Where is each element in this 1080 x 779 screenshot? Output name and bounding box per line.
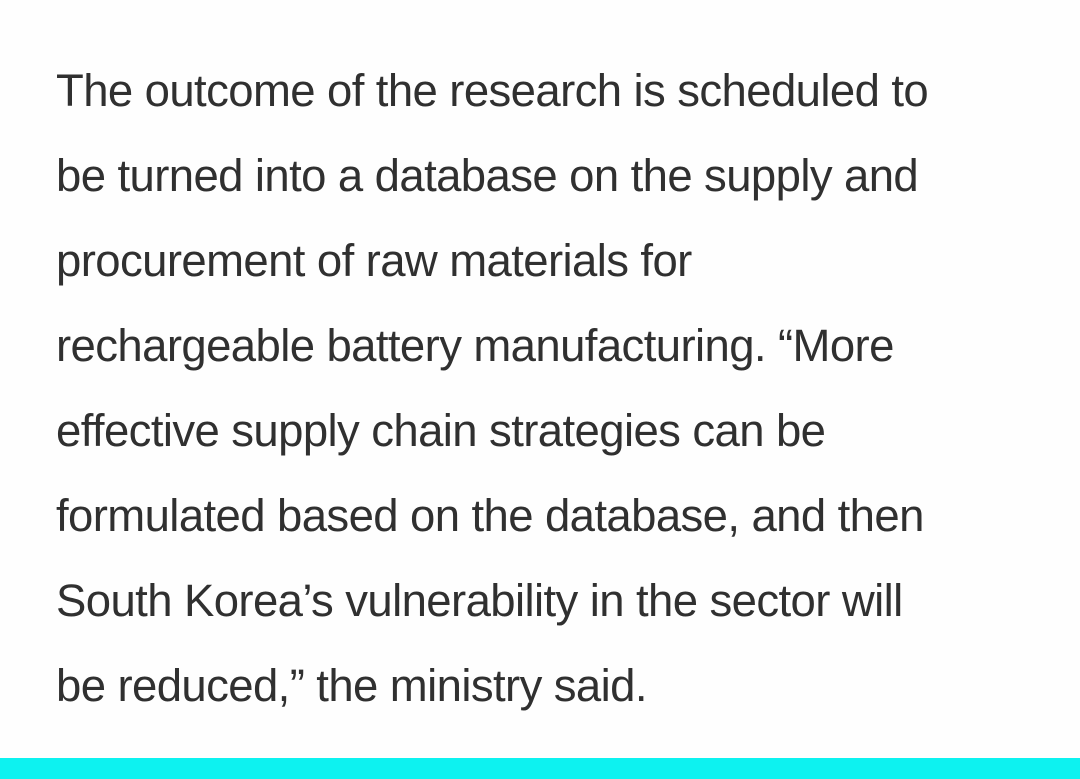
paragraph-line: effective supply chain strategies can be xyxy=(56,405,826,456)
paragraph-line: be reduced,” the ministry said. xyxy=(56,660,647,711)
paragraph-line: procurement of raw materials for xyxy=(56,235,692,286)
paragraph-line: rechargeable battery manufacturing. “Mor… xyxy=(56,320,894,371)
paragraph-line: be turned into a database on the supply … xyxy=(56,150,919,201)
bottom-accent-bar xyxy=(0,758,1080,779)
article-body: The outcome of the research is scheduled… xyxy=(56,48,1056,728)
paragraph-line: The outcome of the research is scheduled… xyxy=(56,65,929,116)
paragraph-line: South Korea’s vulnerability in the secto… xyxy=(56,575,903,626)
paragraph-line: formulated based on the database, and th… xyxy=(56,490,924,541)
article-paragraph: The outcome of the research is scheduled… xyxy=(56,48,1056,728)
